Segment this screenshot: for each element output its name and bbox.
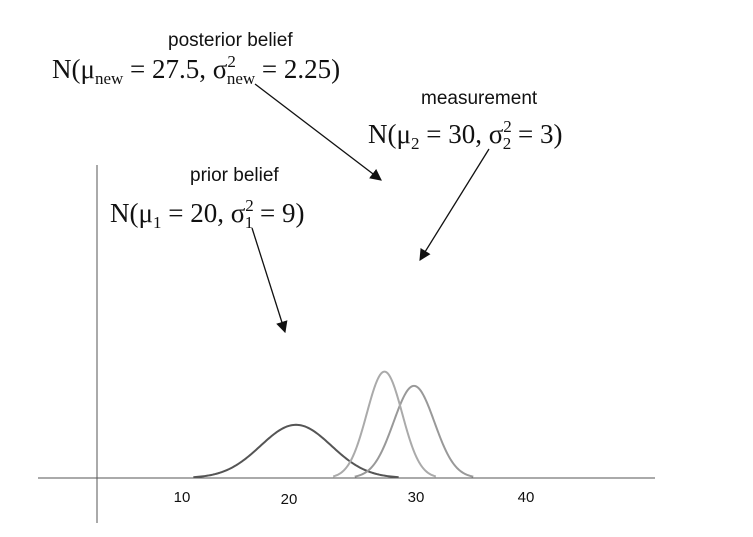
- posterior-arrow: [254, 83, 382, 181]
- prior-belief-label: prior belief: [190, 165, 279, 186]
- x-tick-label-10: 10: [174, 489, 191, 506]
- prior-curve: [193, 423, 399, 479]
- prior-belief-formula: N(μ1 = 20, σ2 1 = 9): [110, 196, 304, 232]
- x-tick-labels: 10 20 30 40: [174, 489, 535, 508]
- x-tick-label-40: 40: [518, 489, 535, 506]
- prior-arrow: [251, 227, 288, 334]
- x-tick-label-20: 20: [281, 491, 298, 508]
- measurement-arrow: [419, 148, 490, 261]
- measurement-label: measurement: [421, 88, 538, 109]
- measurement-curve: [354, 384, 474, 478]
- measurement-formula: N(μ2 = 30, σ2 2 = 3): [368, 117, 562, 153]
- posterior-belief-label: posterior belief: [168, 30, 293, 51]
- posterior-belief-formula: N(μnew = 27.5, σ2 new = 2.25): [52, 52, 340, 88]
- posterior-curve: [332, 370, 437, 478]
- x-tick-label-30: 30: [408, 489, 425, 506]
- curves-group: [193, 370, 474, 479]
